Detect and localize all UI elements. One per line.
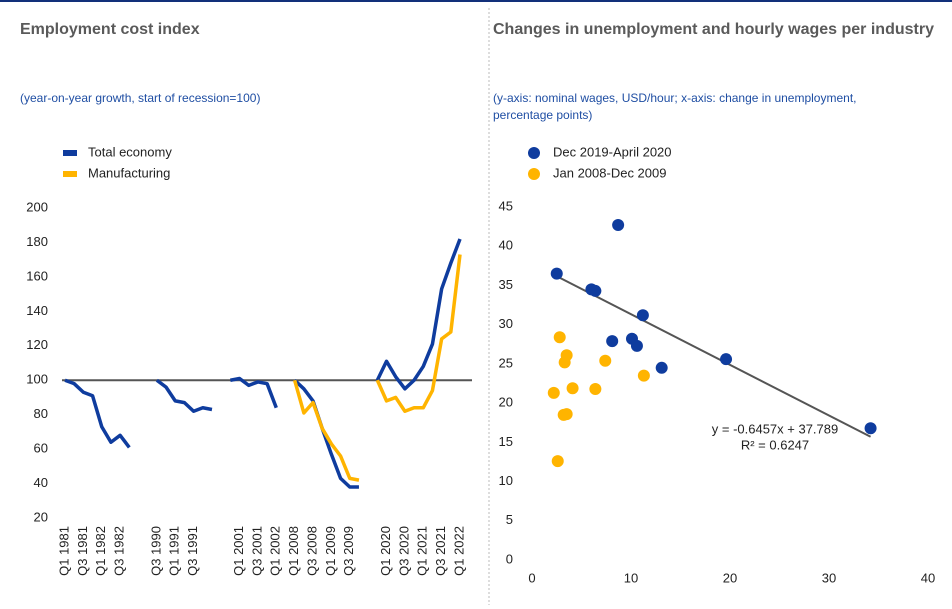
y-tick-label: 10 — [499, 473, 513, 488]
legend-label: Jan 2008-Dec 2009 — [553, 165, 666, 180]
y-tick-label: 200 — [26, 199, 48, 214]
legend-marker — [528, 168, 540, 180]
legend-swatch — [63, 150, 77, 156]
point — [547, 386, 560, 399]
x-tick-label: 0 — [528, 570, 535, 585]
y-tick-label: 30 — [499, 316, 513, 331]
y-tick-label: 40 — [499, 238, 513, 253]
y-tick-label: 15 — [499, 434, 513, 449]
left-subtitle: (year-on-year growth, start of recession… — [20, 91, 261, 105]
y-tick-label: 80 — [34, 406, 48, 421]
x-tick-label: Q1 1981 — [56, 526, 71, 576]
x-tick-label: Q1 2002 — [268, 526, 283, 576]
y-tick-label: 160 — [26, 268, 48, 283]
x-tick-label: Q3 2008 — [304, 526, 319, 576]
legend-label: Dec 2019-April 2020 — [553, 144, 672, 159]
point — [551, 455, 564, 468]
annotation: y = -0.6457x + 37.789 — [712, 421, 838, 436]
x-tick-label: Q3 1982 — [112, 526, 127, 576]
x-tick-label: Q3 2020 — [396, 526, 411, 576]
point — [637, 369, 650, 382]
point — [630, 339, 643, 352]
legend-swatch — [63, 171, 77, 177]
legend-label: Total economy — [88, 144, 172, 159]
y-tick-label: 100 — [26, 372, 48, 387]
x-tick-label: Q1 2001 — [231, 526, 246, 576]
legend-label: Manufacturing — [88, 165, 170, 180]
right-subtitle: (y-axis: nominal wages, USD/hour; x-axis… — [493, 91, 857, 122]
x-tick-label: Q3 1991 — [185, 526, 200, 576]
point — [560, 408, 573, 421]
point — [599, 354, 612, 367]
y-tick-label: 35 — [499, 277, 513, 292]
point — [606, 335, 619, 348]
x-tick-label: 40 — [921, 570, 935, 585]
x-tick-label: 20 — [723, 570, 737, 585]
x-tick-label: Q1 2008 — [286, 526, 301, 576]
y-tick-label: 120 — [26, 337, 48, 352]
y-tick-label: 60 — [34, 441, 48, 456]
y-tick-label: 20 — [499, 395, 513, 410]
y-tick-label: 180 — [26, 234, 48, 249]
point — [589, 284, 602, 297]
point — [655, 361, 668, 374]
annotation: R² = 0.6247 — [741, 437, 809, 452]
y-tick-label: 45 — [499, 198, 513, 213]
legend-marker — [528, 147, 540, 159]
point — [566, 382, 579, 395]
x-tick-label: Q1 2009 — [323, 526, 338, 576]
trendline — [559, 276, 872, 438]
x-tick-label: Q1 1982 — [93, 526, 108, 576]
x-tick-label: 10 — [624, 570, 638, 585]
point — [550, 267, 563, 280]
y-tick-label: 40 — [34, 475, 48, 490]
point — [589, 382, 602, 395]
point — [553, 331, 566, 344]
x-tick-label: Q1 2022 — [451, 526, 466, 576]
series-line — [292, 254, 462, 482]
right-title: Changes in unemployment and hourly wages… — [493, 21, 934, 38]
x-tick-label: Q1 2020 — [378, 526, 393, 576]
y-tick-label: 5 — [506, 512, 513, 527]
point — [612, 219, 625, 232]
x-tick-label: Q3 2009 — [341, 526, 356, 576]
y-tick-label: 25 — [499, 355, 513, 370]
point — [636, 309, 649, 322]
x-tick-label: Q3 1981 — [75, 526, 90, 576]
x-tick-label: Q1 2021 — [415, 526, 430, 576]
point — [720, 353, 733, 366]
y-tick-label: 0 — [506, 551, 513, 566]
y-tick-label: 20 — [34, 509, 48, 524]
x-tick-label: Q3 2001 — [249, 526, 264, 576]
series-line — [64, 238, 462, 489]
x-tick-label: Q3 1990 — [148, 526, 163, 576]
x-tick-label: Q1 1991 — [167, 526, 182, 576]
point — [558, 356, 571, 369]
point — [864, 422, 877, 435]
y-tick-label: 140 — [26, 303, 48, 318]
x-tick-label: Q3 2021 — [433, 526, 448, 576]
left-title: Employment cost index — [20, 21, 200, 38]
x-tick-label: 30 — [822, 570, 836, 585]
